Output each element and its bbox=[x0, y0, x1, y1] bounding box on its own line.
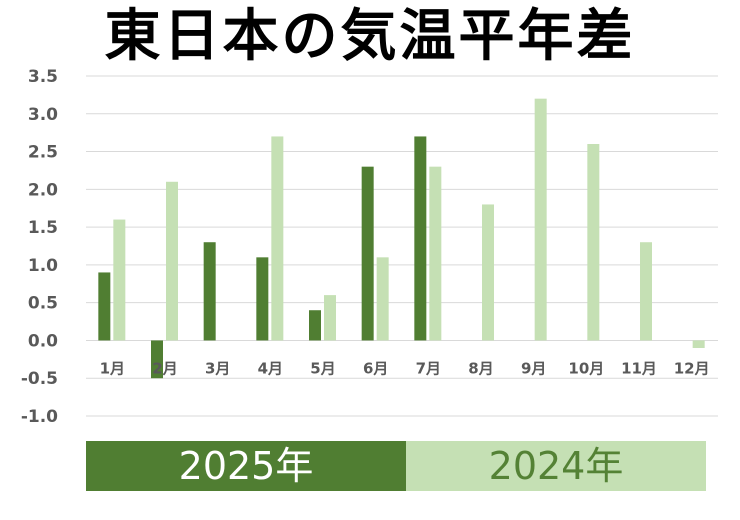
bar-2024 bbox=[587, 144, 600, 341]
x-tick-label: 6月 bbox=[363, 359, 388, 377]
x-tick-label: 1月 bbox=[100, 359, 125, 377]
x-tick-label: 4月 bbox=[258, 359, 283, 377]
bar-2024 bbox=[429, 166, 442, 341]
y-tick-label: 0.0 bbox=[28, 331, 58, 351]
x-tick-label: 10月 bbox=[568, 359, 604, 377]
bar-2024 bbox=[640, 242, 652, 341]
legend-2024: 2024年 bbox=[488, 444, 624, 488]
x-tick-label: 12月 bbox=[674, 359, 710, 377]
bar-2024 bbox=[482, 204, 494, 341]
bar-2024 bbox=[271, 136, 284, 341]
bar-2024 bbox=[376, 257, 389, 341]
y-tick-label: -0.5 bbox=[21, 369, 58, 389]
y-tick-label: -1.0 bbox=[21, 407, 58, 427]
x-tick-label: 11月 bbox=[621, 359, 657, 377]
bar-2025 bbox=[361, 166, 374, 341]
bar-2024 bbox=[534, 98, 547, 341]
x-tick-label: 3月 bbox=[205, 359, 230, 377]
y-tick-label: 0.5 bbox=[28, 294, 58, 314]
y-tick-label: 3.5 bbox=[28, 67, 58, 87]
bar-2025 bbox=[414, 136, 427, 341]
chart-title: 東日本の気温平年差 bbox=[104, 4, 636, 69]
y-tick-label: 1.5 bbox=[28, 218, 58, 238]
y-tick-label: 2.5 bbox=[28, 143, 58, 163]
y-tick-label: 2.0 bbox=[28, 180, 58, 200]
legend-swatch-2024 bbox=[406, 441, 706, 491]
bar-2024 bbox=[113, 219, 126, 341]
x-tick-label: 2月 bbox=[152, 359, 177, 377]
bar-2025 bbox=[203, 242, 216, 341]
bar-2024 bbox=[692, 340, 705, 348]
bar-2025 bbox=[98, 272, 111, 341]
bar-2025 bbox=[151, 340, 163, 379]
legend-swatch-2025 bbox=[86, 441, 406, 491]
x-tick-label: 9月 bbox=[521, 359, 546, 377]
bar-2025 bbox=[309, 310, 321, 341]
bar-2024 bbox=[166, 181, 178, 341]
bar-2025 bbox=[256, 257, 269, 341]
x-tick-label: 8月 bbox=[468, 359, 493, 377]
y-tick-label: 1.0 bbox=[28, 256, 58, 276]
y-tick-label: 3.0 bbox=[28, 105, 58, 125]
x-tick-label: 5月 bbox=[310, 359, 335, 377]
legend-2025: 2025年 bbox=[178, 444, 314, 488]
x-tick-label: 7月 bbox=[416, 359, 441, 377]
bar-2024 bbox=[324, 295, 336, 341]
